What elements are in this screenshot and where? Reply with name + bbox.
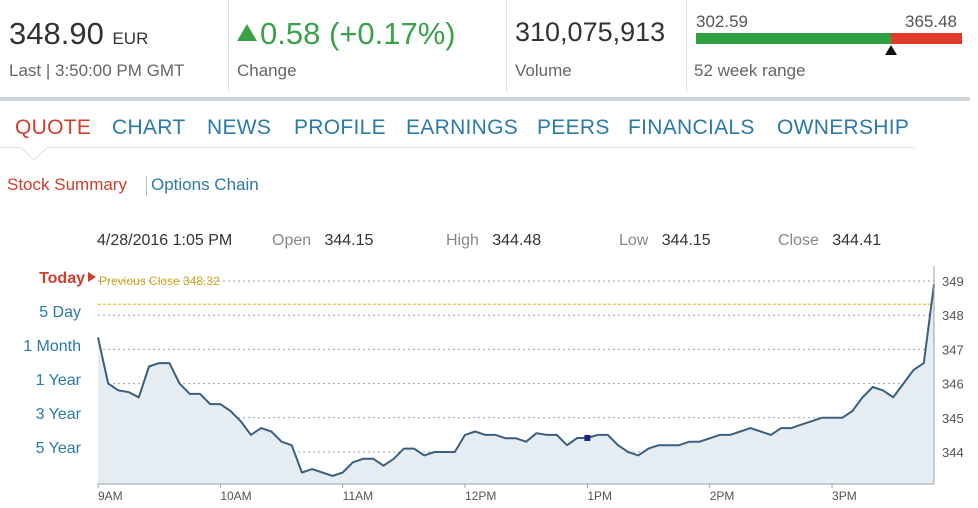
tab-bar: QUOTE CHART NEWS PROFILE EARNINGS PEERS … — [0, 104, 978, 148]
close-info: Close 344.41 — [778, 232, 881, 250]
close-label: Close — [778, 232, 819, 249]
hover-marker — [584, 434, 591, 441]
header-divider — [0, 97, 970, 101]
tab-ownership[interactable]: OWNERSHIP — [777, 116, 910, 139]
open-value: 344.15 — [324, 232, 374, 249]
range-1-year[interactable]: 1 Year — [35, 372, 81, 389]
tab-quote[interactable]: QUOTE — [15, 116, 92, 139]
hover-date: 4/28/2016 1:05 PM — [97, 232, 233, 249]
previous-close-label: Previous Close 348.32 — [99, 274, 220, 288]
options-chain-link[interactable]: Options Chain — [151, 175, 259, 194]
price-cell: 348.90 EUR Last | 3:50:00 PM GMT — [0, 0, 228, 92]
y-tick-label: 349 — [942, 274, 964, 289]
tab-chart[interactable]: CHART — [112, 116, 186, 139]
y-tick-label: 347 — [942, 342, 964, 357]
range-label: 52 week range — [694, 61, 806, 80]
y-tick-label: 345 — [942, 411, 964, 426]
x-tick-label: 10AM — [220, 489, 251, 503]
up-arrow-icon — [237, 24, 257, 41]
open-label: Open — [272, 232, 312, 249]
low-label: Low — [619, 232, 649, 249]
range-cell — [686, 0, 977, 92]
range-bar-high-segment — [891, 33, 962, 44]
change-cell: 0.58 (+0.17%) Change — [228, 0, 507, 92]
low-value: 344.15 — [661, 232, 711, 249]
change-label: Change — [237, 61, 297, 80]
range-5-year[interactable]: 5 Year — [35, 440, 81, 457]
x-tick-label: 11AM — [343, 489, 373, 503]
x-tick-label: 2PM — [710, 489, 735, 503]
open-info: Open 344.15 — [272, 232, 373, 250]
volume-cell: 310,075,913 Volume — [506, 0, 687, 92]
tab-profile[interactable]: PROFILE — [294, 116, 386, 139]
high-value: 344.48 — [492, 232, 542, 249]
subnav-divider — [146, 176, 147, 196]
last-time: Last | 3:50:00 PM GMT — [9, 61, 185, 80]
change-text: 0.58 (+0.17%) — [260, 16, 456, 51]
range-bar — [696, 33, 962, 44]
x-tick-label: 3PM — [832, 489, 857, 503]
range-marker-icon — [885, 45, 897, 55]
quote-header: 348.90 EUR Last | 3:50:00 PM GMT 0.58 (+… — [0, 0, 978, 98]
y-tick-label: 344 — [942, 445, 964, 460]
last-price: 348.90 EUR — [9, 16, 148, 52]
today-pointer-icon — [88, 272, 96, 282]
close-value: 344.41 — [832, 232, 882, 249]
tab-underline — [0, 147, 915, 148]
price-line — [97, 284, 935, 477]
x-tick-label: 1PM — [587, 489, 612, 503]
tab-financials[interactable]: FINANCIALS — [628, 116, 755, 139]
tab-peers[interactable]: PEERS — [537, 116, 610, 139]
volume-value: 310,075,913 — [515, 17, 666, 47]
change-value: 0.58 (+0.17%) — [237, 16, 456, 52]
low-info: Low 344.15 — [619, 232, 711, 250]
range-1-month[interactable]: 1 Month — [23, 338, 81, 355]
x-tick-label: 12PM — [465, 489, 496, 503]
price-value: 348.90 — [9, 16, 104, 51]
range-high: 365.48 — [905, 12, 957, 31]
tab-news[interactable]: NEWS — [207, 116, 272, 139]
stock-summary-link[interactable]: Stock Summary — [7, 175, 127, 194]
high-label: High — [446, 232, 479, 249]
volume-label: Volume — [515, 61, 572, 80]
price-area — [98, 284, 934, 484]
y-tick-label: 346 — [942, 377, 964, 392]
x-tick-label: 9AM — [98, 489, 123, 503]
range-today[interactable]: Today — [39, 270, 85, 287]
high-info: High 344.48 — [446, 232, 541, 250]
range-3-year[interactable]: 3 Year — [35, 406, 81, 423]
range-low: 302.59 — [696, 12, 748, 31]
tab-earnings[interactable]: EARNINGS — [406, 116, 519, 139]
range-5-day[interactable]: 5 Day — [39, 304, 81, 321]
y-tick-label: 348 — [942, 308, 964, 323]
currency-label: EUR — [112, 29, 149, 48]
